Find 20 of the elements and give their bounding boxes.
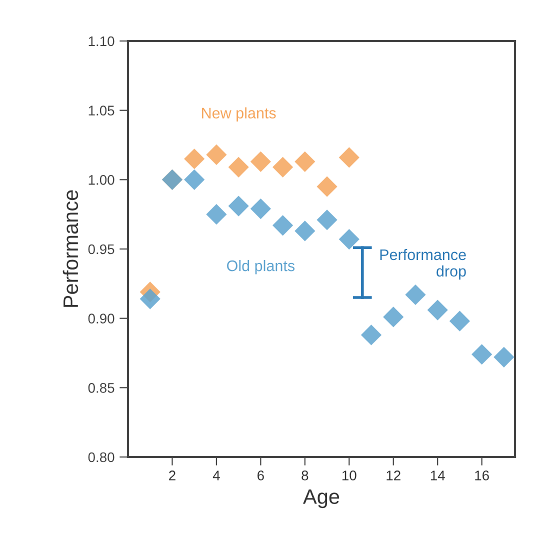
x-tick-label: 16: [475, 470, 489, 480]
y-tick-label: 1.05: [88, 106, 114, 116]
y-tick-label: 1.10: [88, 36, 114, 46]
y-axis-title: Performance: [62, 190, 78, 307]
x-tick-label: 6: [258, 470, 264, 480]
y-tick-label: 0.80: [88, 452, 114, 462]
y-tick-label: 1.00: [88, 175, 114, 185]
series-label: Old plants: [227, 260, 295, 274]
y-tick-label: 0.95: [88, 244, 114, 254]
y-tick-label: 0.85: [88, 383, 114, 393]
x-tick-label: 10: [342, 470, 356, 480]
y-tick-label: 0.90: [88, 314, 114, 324]
x-tick-label: 12: [386, 470, 400, 480]
x-axis-title: Age: [303, 489, 340, 508]
x-tick-label: 2: [169, 470, 176, 480]
x-tick-label: 14: [430, 470, 445, 480]
x-tick-label: 4: [212, 470, 220, 480]
annotation: Performance drop: [380, 248, 466, 280]
x-tick-label: 8: [302, 470, 308, 480]
series-label: New plants: [202, 107, 276, 122]
